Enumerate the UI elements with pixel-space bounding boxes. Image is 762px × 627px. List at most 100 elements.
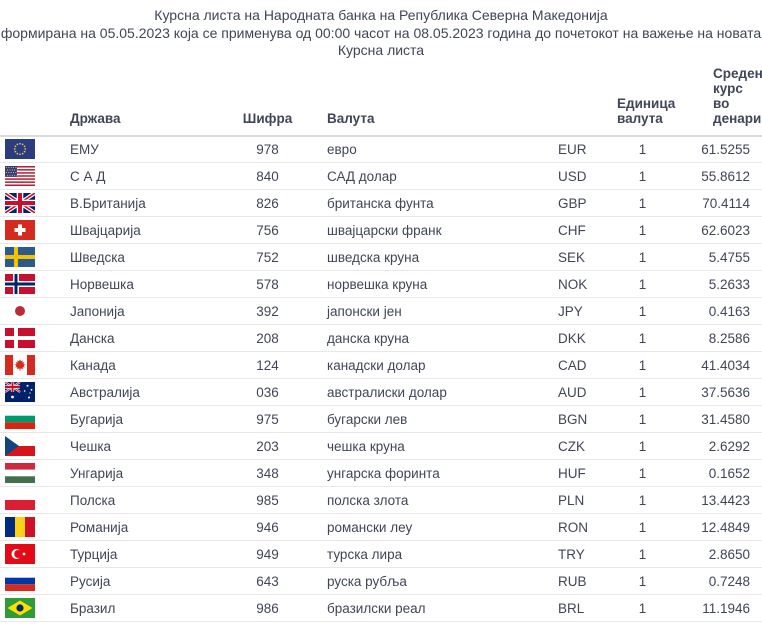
flag-no-icon — [5, 274, 35, 294]
country-cell: Канада — [50, 351, 240, 379]
flag-cell — [0, 162, 50, 190]
currency-cell: чешка круна — [295, 432, 550, 460]
currency-code-cell: DKK — [550, 324, 610, 352]
table-row: Полска 985 полска злота PLN 1 13.4423 — [0, 486, 762, 514]
currency-cell: канадски долар — [295, 351, 550, 379]
flag-ca-icon — [5, 355, 35, 375]
table-row: ЕМУ 978 евро EUR 1 61.5255 — [0, 135, 762, 163]
code-cell: 348 — [240, 459, 295, 487]
country-cell: Бразил — [50, 594, 240, 622]
rate-cell: 13.4423 — [675, 486, 762, 514]
table-row: Бугарија 975 бугарски лев BGN 1 31.4580 — [0, 405, 762, 433]
country-cell: Русија — [50, 567, 240, 595]
rate-cell: 5.4755 — [675, 243, 762, 271]
currency-cell: австралиски долар — [295, 378, 550, 406]
country-cell: Данска — [50, 324, 240, 352]
country-cell: Чешка — [50, 432, 240, 460]
currency-cell: унгарска форинта — [295, 459, 550, 487]
unit-cell: 1 — [610, 459, 675, 487]
country-cell: Јапонија — [50, 297, 240, 325]
unit-cell: 1 — [610, 297, 675, 325]
flag-cell — [0, 486, 50, 514]
country-cell: Швајцарија — [50, 216, 240, 244]
unit-cell: 1 — [610, 216, 675, 244]
flag-cell — [0, 135, 50, 163]
rate-cell: 70.4114 — [675, 189, 762, 217]
currency-code-cell: CAD — [550, 351, 610, 379]
rate-cell: 5.2633 — [675, 270, 762, 298]
currency-code-cell: PLN — [550, 486, 610, 514]
code-cell: 756 — [240, 216, 295, 244]
flag-br-icon — [5, 598, 35, 618]
flag-se-icon — [5, 247, 35, 267]
country-cell: Романија — [50, 513, 240, 541]
flag-cell — [0, 351, 50, 379]
page-title: Курсна листа на Народната банка на Репуб… — [0, 0, 762, 60]
table-row: Австралија 036 австралиски долар AUD 1 37.563… — [0, 378, 762, 406]
unit-cell: 1 — [610, 486, 675, 514]
flag-ro-icon — [5, 517, 35, 537]
rate-cell: 37.5636 — [675, 378, 762, 406]
flag-cell — [0, 567, 50, 595]
rate-cell: 8.2586 — [675, 324, 762, 352]
flag-bg-icon — [5, 409, 35, 429]
table-row: Данска 208 данска круна DKK 1 8.2586 — [0, 324, 762, 352]
unit-cell: 1 — [610, 567, 675, 595]
currency-code-cell: JPY — [550, 297, 610, 325]
flag-cell — [0, 540, 50, 568]
code-cell: 208 — [240, 324, 295, 352]
country-cell: ЕМУ — [50, 135, 240, 163]
unit-column-header: Единица валута — [610, 59, 675, 137]
table-row: С А Д 840 САД долар USD 1 55.8612 — [0, 162, 762, 190]
code-cell: 840 — [240, 162, 295, 190]
unit-cell: 1 — [610, 594, 675, 622]
flag-cell — [0, 513, 50, 541]
flag-au-icon — [5, 382, 35, 402]
country-cell: Бугарија — [50, 405, 240, 433]
currency-code-cell: CHF — [550, 216, 610, 244]
table-row: Канада 124 канадски долар CAD 1 41.4034 — [0, 351, 762, 379]
table-row: Унгарија 348 унгарска форинта HUF 1 0.1652 — [0, 459, 762, 487]
currency-code-cell: GBP — [550, 189, 610, 217]
currency-code-cell: CZK — [550, 432, 610, 460]
code-cell: 826 — [240, 189, 295, 217]
currency-cell: романски леу — [295, 513, 550, 541]
currency-code-cell: BGN — [550, 405, 610, 433]
currency-code-cell: AUD — [550, 378, 610, 406]
currency-cell: данска круна — [295, 324, 550, 352]
unit-cell: 1 — [610, 162, 675, 190]
currency-code-cell: RUB — [550, 567, 610, 595]
flag-us-icon — [5, 166, 35, 186]
table-row: Турција 949 турска лира TRY 1 2.8650 — [0, 540, 762, 568]
title-line-2: формирана на 05.05.2023 која се применув… — [0, 24, 762, 41]
rate-column-header: Среден курс во денари — [675, 59, 762, 137]
code-cell: 975 — [240, 405, 295, 433]
code-cell: 978 — [240, 135, 295, 163]
country-cell: Унгарија — [50, 459, 240, 487]
unit-cell: 1 — [610, 189, 675, 217]
rate-cell: 2.6292 — [675, 432, 762, 460]
rate-cell: 11.1946 — [675, 594, 762, 622]
flag-cell — [0, 216, 50, 244]
country-column-header: Држава — [50, 59, 240, 137]
code-cell: 392 — [240, 297, 295, 325]
code-cell: 124 — [240, 351, 295, 379]
currency-cell: бугарски лев — [295, 405, 550, 433]
table-row: Јапонија 392 јапонски јен JPY 1 0.4163 — [0, 297, 762, 325]
currency-code-cell: SEK — [550, 243, 610, 271]
flag-cell — [0, 243, 50, 271]
flag-cell — [0, 324, 50, 352]
table-row: В.Британија 826 британска фунта GBP 1 70.4114 — [0, 189, 762, 217]
rate-cell: 0.1652 — [675, 459, 762, 487]
code-cell: 752 — [240, 243, 295, 271]
unit-cell: 1 — [610, 351, 675, 379]
code-cell: 036 — [240, 378, 295, 406]
code-cell: 643 — [240, 567, 295, 595]
flag-cell — [0, 297, 50, 325]
unit-cell: 1 — [610, 324, 675, 352]
flag-column-header — [0, 59, 50, 137]
currency-column-header: Валута — [295, 59, 550, 137]
title-line-1: Курсна листа на Народната банка на Репуб… — [154, 7, 608, 23]
rate-cell: 41.4034 — [675, 351, 762, 379]
currency-cell: руска рубља — [295, 567, 550, 595]
